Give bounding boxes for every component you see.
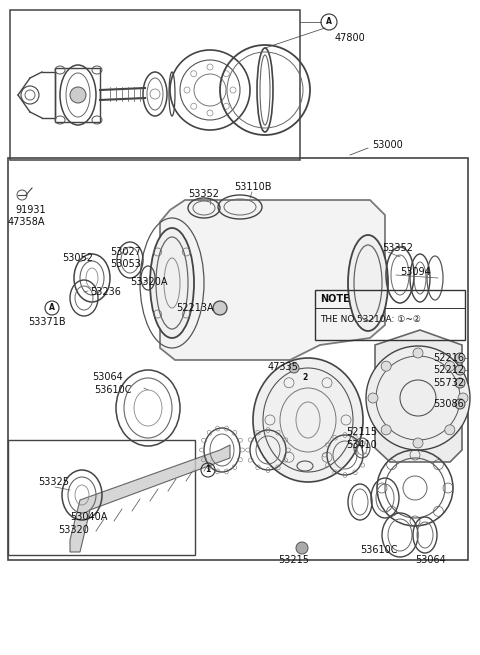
Text: 53052: 53052 bbox=[62, 253, 93, 263]
Text: 53094: 53094 bbox=[400, 267, 431, 277]
Text: 53000: 53000 bbox=[372, 140, 403, 150]
Bar bbox=[8, 440, 195, 555]
Circle shape bbox=[455, 353, 465, 363]
Polygon shape bbox=[160, 200, 385, 360]
Text: 53064: 53064 bbox=[415, 555, 446, 565]
Text: 47358A: 47358A bbox=[8, 217, 46, 227]
Text: 53215: 53215 bbox=[278, 555, 309, 565]
Text: 91931: 91931 bbox=[15, 205, 46, 215]
Circle shape bbox=[413, 438, 423, 448]
Ellipse shape bbox=[150, 228, 194, 338]
Circle shape bbox=[455, 365, 465, 375]
Circle shape bbox=[381, 361, 391, 371]
Bar bbox=[55, 68, 100, 122]
Text: 53371B: 53371B bbox=[28, 317, 66, 327]
Text: 53053: 53053 bbox=[110, 259, 141, 269]
Circle shape bbox=[366, 346, 470, 450]
Circle shape bbox=[368, 393, 378, 403]
Circle shape bbox=[296, 542, 308, 554]
Text: 53352: 53352 bbox=[382, 243, 413, 253]
Text: 52216: 52216 bbox=[433, 353, 464, 363]
Text: 52212: 52212 bbox=[433, 365, 464, 375]
Circle shape bbox=[413, 348, 423, 358]
Text: 53236: 53236 bbox=[90, 287, 121, 297]
Text: 53110B: 53110B bbox=[234, 182, 272, 192]
Bar bbox=[315, 290, 465, 340]
Text: A: A bbox=[49, 303, 55, 312]
Circle shape bbox=[381, 425, 391, 435]
Circle shape bbox=[289, 363, 299, 373]
Text: 52213A: 52213A bbox=[176, 303, 214, 313]
Text: 53064: 53064 bbox=[92, 372, 123, 382]
Circle shape bbox=[455, 378, 465, 388]
Text: 53086: 53086 bbox=[433, 399, 464, 409]
Text: NOTE: NOTE bbox=[320, 294, 350, 304]
Text: 53027: 53027 bbox=[110, 247, 141, 257]
Circle shape bbox=[445, 425, 455, 435]
Text: 53410: 53410 bbox=[346, 440, 377, 450]
Circle shape bbox=[445, 361, 455, 371]
Circle shape bbox=[70, 87, 86, 103]
Circle shape bbox=[213, 301, 227, 315]
Text: 55732: 55732 bbox=[433, 378, 464, 388]
Polygon shape bbox=[70, 445, 230, 552]
Text: 53040A: 53040A bbox=[70, 512, 108, 522]
Ellipse shape bbox=[253, 358, 363, 482]
Text: 53320: 53320 bbox=[58, 525, 89, 535]
Circle shape bbox=[455, 399, 465, 409]
Text: 47335: 47335 bbox=[268, 362, 299, 372]
Text: 53610C: 53610C bbox=[360, 545, 397, 555]
Text: 1: 1 bbox=[205, 466, 211, 474]
Text: 2: 2 bbox=[302, 373, 308, 383]
Polygon shape bbox=[375, 330, 462, 462]
Text: 53320A: 53320A bbox=[130, 277, 168, 287]
Text: 53352: 53352 bbox=[188, 189, 219, 199]
Text: 52115: 52115 bbox=[346, 427, 377, 437]
Text: 47800: 47800 bbox=[335, 33, 366, 43]
Text: 53610C: 53610C bbox=[94, 385, 132, 395]
Text: A: A bbox=[326, 18, 332, 26]
Circle shape bbox=[458, 393, 468, 403]
Bar bbox=[8, 158, 468, 560]
Text: THE NO.53210A: ①~②: THE NO.53210A: ①~② bbox=[320, 316, 421, 324]
Text: 53325: 53325 bbox=[38, 477, 69, 487]
Ellipse shape bbox=[348, 235, 388, 331]
